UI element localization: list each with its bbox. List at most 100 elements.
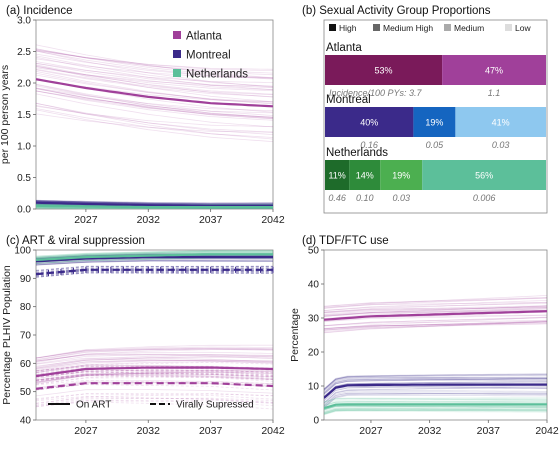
sim-trajectory [36, 72, 273, 104]
sim-trajectory [324, 320, 547, 333]
sim-trajectory [36, 250, 273, 258]
sim-trajectory [36, 270, 273, 275]
sim-trajectory [324, 386, 547, 402]
sim-trajectory [36, 348, 273, 360]
sim-trajectory [36, 397, 273, 404]
sim-trajectory [36, 365, 273, 375]
sim-trajectory [36, 83, 273, 116]
sim-trajectory [36, 270, 273, 276]
y-tick-label: 3.0 [17, 16, 31, 27]
sim-trajectory [36, 109, 273, 142]
sim-trajectory [36, 259, 273, 266]
sim-trajectory [36, 354, 273, 368]
series-line-atlanta [36, 78, 273, 108]
sim-trajectory [36, 69, 273, 98]
sim-trajectory [36, 206, 273, 209]
bar-segment [413, 107, 456, 137]
y-tick-label: 100 [14, 246, 31, 257]
sim-trajectory [324, 382, 547, 397]
sim-trajectory [36, 260, 273, 266]
legend-swatch [373, 24, 380, 31]
sim-trajectory [36, 365, 273, 374]
sim-trajectory [36, 361, 273, 373]
legend-swatch [173, 31, 181, 39]
row-name: Atlanta [326, 42, 362, 54]
sim-trajectory [36, 66, 273, 92]
sim-trajectory [324, 405, 547, 410]
sim-trajectory [36, 348, 273, 361]
sim-trajectory [36, 370, 273, 381]
sim-trajectory [36, 207, 143, 209]
sim-trajectory [36, 265, 273, 272]
sim-trajectory [324, 386, 547, 404]
sim-trajectory [324, 295, 547, 309]
sim-trajectory [36, 371, 273, 383]
sim-trajectory [36, 200, 273, 205]
sim-trajectory [36, 266, 273, 273]
y-tick-label: 0.5 [17, 173, 31, 184]
sim-trajectory [36, 373, 273, 381]
sim-trajectory [36, 50, 273, 80]
sim-trajectory [36, 266, 273, 272]
sim-trajectory [324, 321, 547, 330]
sim-trajectory [36, 252, 273, 259]
sim-trajectory [36, 376, 273, 385]
sim-trajectory [36, 373, 273, 381]
sim-trajectory [36, 381, 273, 391]
sim-trajectory [324, 323, 547, 329]
sim-trajectory [36, 361, 273, 372]
sim-trajectory [324, 392, 547, 406]
sim-trajectory [324, 306, 547, 313]
sim-trajectory [36, 260, 273, 266]
sim-trajectory [36, 50, 273, 70]
sim-trajectory [36, 370, 273, 378]
sim-trajectory [36, 87, 273, 119]
sim-trajectory [36, 258, 273, 263]
y-tick-label: 2.5 [17, 47, 31, 58]
series-line-atlanta-virally-supressed [36, 382, 273, 390]
sim-trajectory [324, 321, 547, 332]
sim-trajectory [36, 259, 273, 266]
sim-trajectory [36, 259, 273, 265]
bar-segment [325, 160, 350, 190]
sim-trajectory [36, 48, 273, 76]
x-tick-label: 2042 [261, 214, 285, 226]
bar-segment [442, 55, 546, 85]
legend-label: Atlanta [186, 31, 222, 43]
y-tick-label: 10 [308, 382, 320, 393]
x-tick-label: 2032 [418, 425, 442, 437]
sim-trajectory [324, 405, 547, 411]
sim-trajectory [324, 386, 547, 400]
y-tick-label: 20 [308, 348, 320, 359]
panel-a-incidence: (a) Incidence 0.0 0.5 1.0 1.5 2.0 2.5 3.0 2027 20… [0, 5, 285, 226]
sim-trajectory [36, 260, 273, 265]
sim-trajectory [36, 199, 273, 204]
sim-trajectory [36, 108, 273, 138]
sim-trajectory [36, 257, 273, 264]
sim-trajectory [36, 271, 273, 277]
series-line-netherlands [324, 403, 547, 410]
legend-label: Medium [454, 23, 484, 33]
sim-trajectory [36, 344, 273, 359]
y-tick-label: 40 [20, 416, 32, 427]
sim-trajectory [36, 397, 273, 406]
sim-trajectory [36, 375, 273, 382]
sim-trajectory [36, 200, 273, 204]
sim-trajectory [36, 105, 273, 127]
sim-trajectory [36, 393, 273, 400]
panel-c-art-viral-suppression: (c) ART & viral suppression 40 50 60 70 80 90 1… [1, 235, 285, 437]
sim-trajectory [36, 58, 273, 79]
sim-trajectory [36, 388, 273, 397]
sim-trajectory [36, 207, 273, 209]
sim-trajectory [36, 400, 273, 406]
sim-trajectory [36, 260, 273, 266]
series-line-netherlands [36, 204, 273, 209]
sim-trajectory [36, 356, 273, 369]
sim-trajectory [36, 207, 273, 209]
sim-trajectory [36, 44, 273, 79]
sim-trajectory [324, 308, 547, 316]
incidence-label: 0.03 [492, 140, 510, 150]
bar-value-label: 40% [360, 118, 378, 128]
bar-value-label: 56% [475, 171, 493, 181]
sim-trajectory [36, 374, 273, 382]
